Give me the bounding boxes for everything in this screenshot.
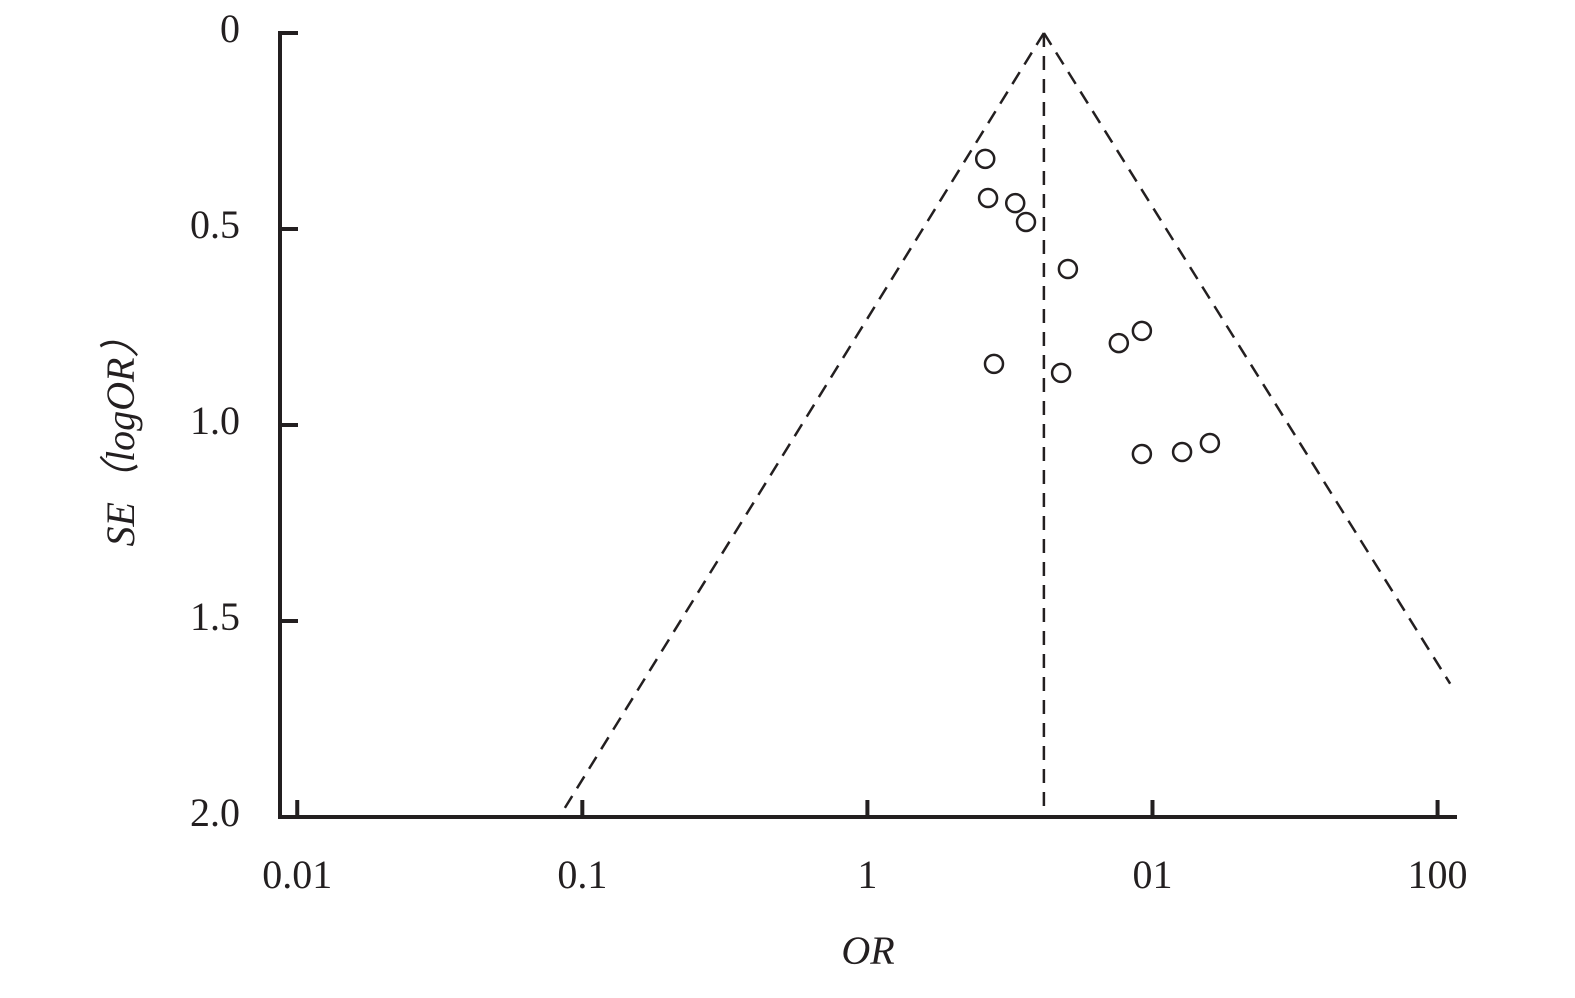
data-point — [1131, 320, 1153, 342]
data-point — [1004, 192, 1026, 214]
x-tick-label: 0.01 — [262, 852, 332, 897]
data-point — [1108, 332, 1130, 354]
data-point — [1057, 258, 1079, 280]
data-point — [974, 148, 996, 170]
y-tick-label: 0.5 — [190, 202, 240, 247]
data-point — [1015, 211, 1037, 233]
data-point — [983, 353, 1005, 375]
y-tick-label: 1.0 — [190, 398, 240, 443]
data-point — [977, 187, 999, 209]
x-tick-label: 01 — [1132, 852, 1172, 897]
x-tick-label: 1 — [857, 852, 877, 897]
y-tick-label: 1.5 — [190, 594, 240, 639]
x-axis-label: OR — [841, 928, 894, 973]
data-point — [1199, 432, 1221, 454]
y-axis-label: SE（logOR） — [98, 318, 143, 547]
y-tick-label: 0 — [220, 6, 240, 51]
data-point — [1050, 362, 1072, 384]
y-tick-label: 2.0 — [190, 790, 240, 835]
funnel-line — [558, 32, 1045, 818]
x-tick-label: 0.1 — [557, 852, 607, 897]
data-point — [1171, 441, 1193, 463]
x-tick-label: 100 — [1408, 852, 1468, 897]
funnel-line — [1042, 32, 1452, 685]
data-point — [1131, 443, 1153, 465]
